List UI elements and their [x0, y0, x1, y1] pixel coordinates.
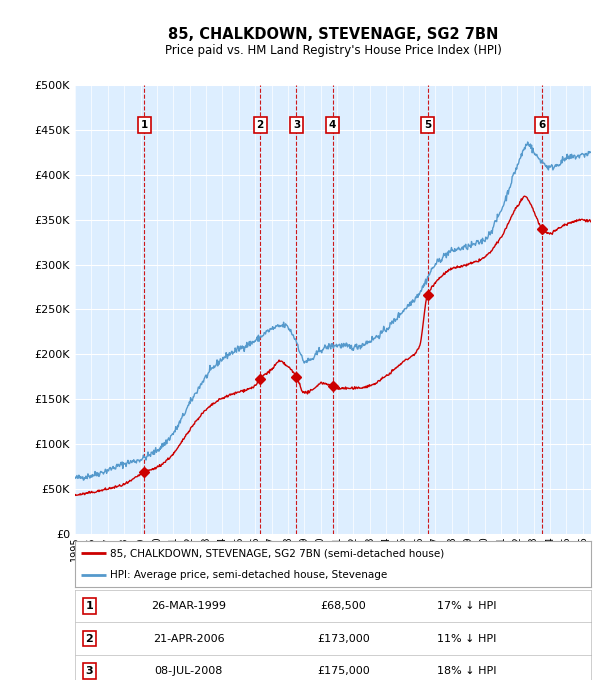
Text: £68,500: £68,500	[320, 601, 366, 611]
Text: 3: 3	[293, 120, 300, 131]
Text: 4: 4	[329, 120, 336, 131]
Text: 2: 2	[86, 634, 94, 643]
Text: £175,000: £175,000	[317, 666, 370, 676]
Text: 85, CHALKDOWN, STEVENAGE, SG2 7BN: 85, CHALKDOWN, STEVENAGE, SG2 7BN	[168, 27, 498, 42]
Text: 18% ↓ HPI: 18% ↓ HPI	[437, 666, 497, 676]
Text: HPI: Average price, semi-detached house, Stevenage: HPI: Average price, semi-detached house,…	[110, 571, 388, 580]
Text: 5: 5	[424, 120, 431, 131]
Text: 21-APR-2006: 21-APR-2006	[153, 634, 224, 643]
Text: 11% ↓ HPI: 11% ↓ HPI	[437, 634, 497, 643]
Text: £173,000: £173,000	[317, 634, 370, 643]
Text: 1: 1	[86, 601, 94, 611]
Text: Price paid vs. HM Land Registry's House Price Index (HPI): Price paid vs. HM Land Registry's House …	[164, 44, 502, 57]
Text: 1: 1	[140, 120, 148, 131]
Text: 08-JUL-2008: 08-JUL-2008	[154, 666, 223, 676]
Text: 85, CHALKDOWN, STEVENAGE, SG2 7BN (semi-detached house): 85, CHALKDOWN, STEVENAGE, SG2 7BN (semi-…	[110, 548, 445, 558]
Text: 2: 2	[256, 120, 264, 131]
Text: 6: 6	[538, 120, 545, 131]
Text: 17% ↓ HPI: 17% ↓ HPI	[437, 601, 497, 611]
Text: 3: 3	[86, 666, 93, 676]
Text: 26-MAR-1999: 26-MAR-1999	[151, 601, 226, 611]
